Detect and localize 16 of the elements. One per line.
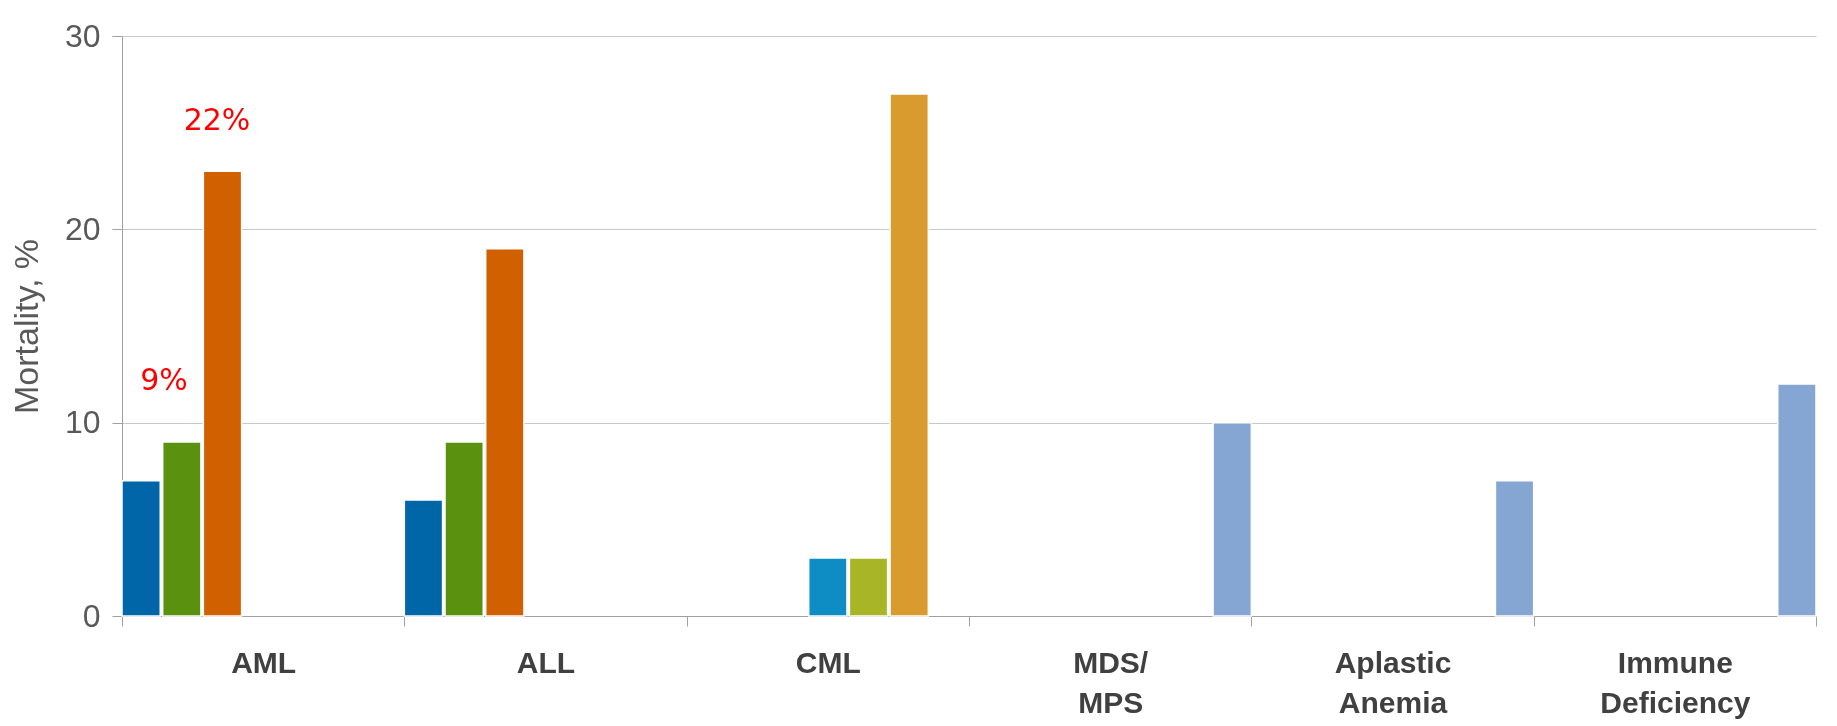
x-tick-label: ALL (516, 645, 576, 679)
x-tick-label: Immune Deficiency (1600, 645, 1751, 719)
bar (1777, 383, 1817, 617)
y-axis-title: Mortality, % (6, 238, 45, 415)
x-tick-label: CML (795, 645, 861, 679)
y-tick-label: 30 (64, 17, 101, 54)
bar (1212, 421, 1253, 617)
y-tick-label: 20 (64, 210, 101, 247)
bar (1494, 479, 1535, 617)
x-tick-label: Aplastic Anemia (1334, 645, 1452, 719)
annotation: 22% (183, 102, 251, 137)
x-tick-label: AML (231, 645, 297, 679)
x-tick-label: MDS/ MPS (1073, 645, 1149, 719)
y-tick-label: 0 (82, 597, 101, 634)
annotation: 9% (140, 362, 188, 397)
y-tick-label: 10 (64, 404, 101, 441)
